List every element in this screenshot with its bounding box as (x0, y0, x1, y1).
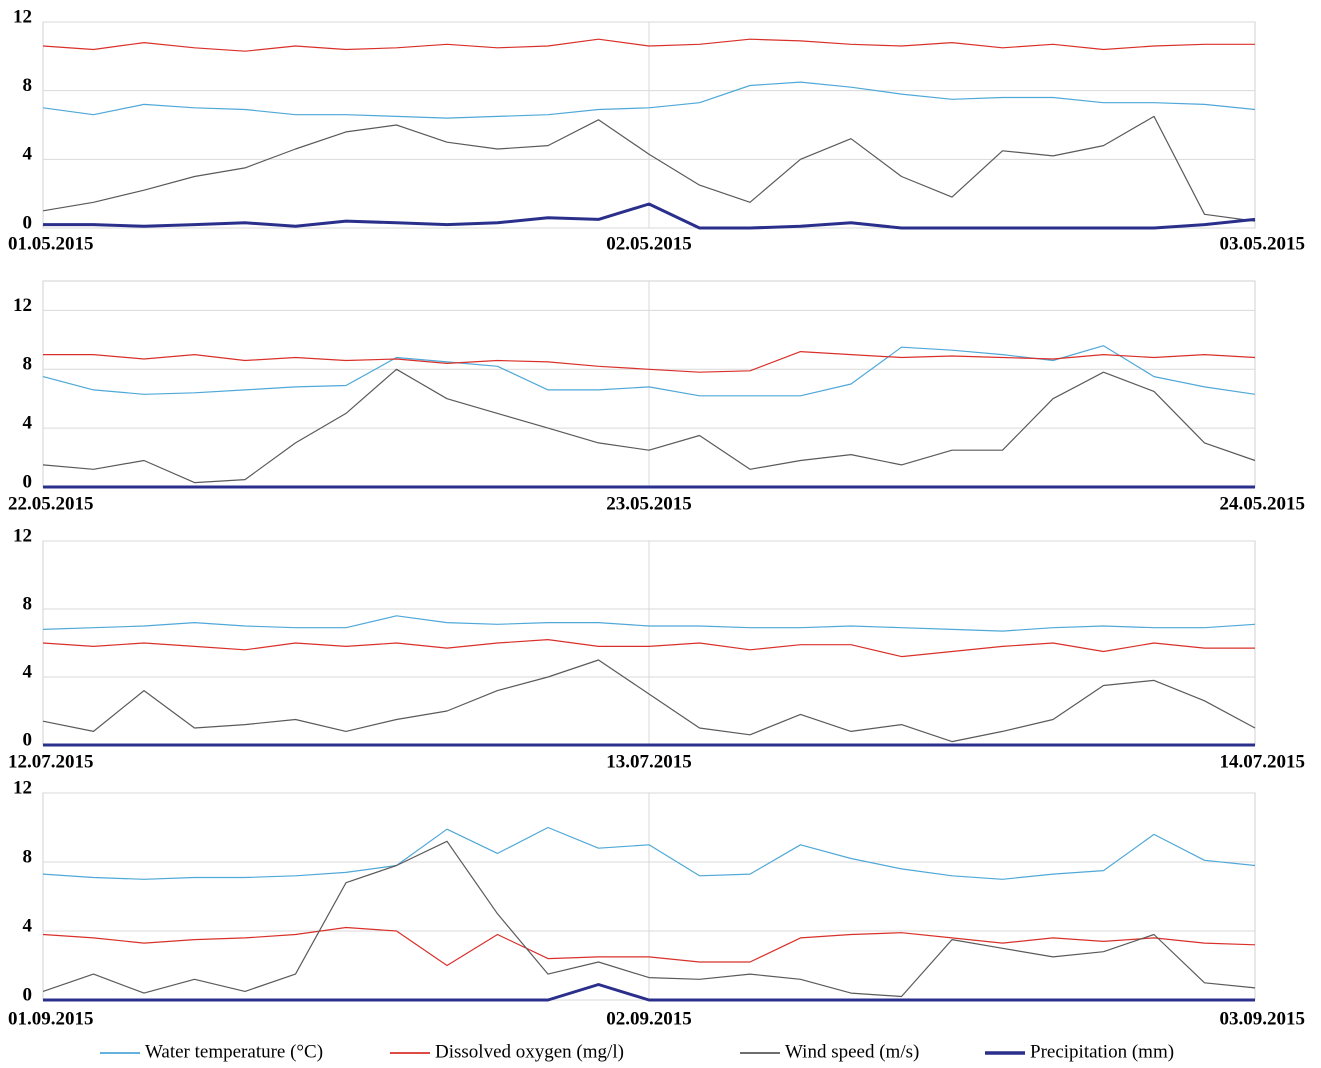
x-tick-label: 22.05.2015 (8, 493, 94, 514)
y-tick-label: 0 (23, 471, 33, 492)
x-tick-label: 23.05.2015 (606, 493, 692, 514)
series-line (42, 840, 1256, 998)
y-tick-label: 12 (13, 6, 32, 27)
series-line (43, 351, 1256, 373)
y-tick-label: 8 (23, 846, 33, 867)
series-line (42, 615, 1256, 632)
series-line (43, 983, 1255, 1002)
series-line (42, 368, 1256, 484)
y-tick-label: 4 (23, 413, 33, 434)
x-tick-label: 13.07.2015 (606, 751, 692, 772)
series-line (42, 639, 1255, 658)
y-tick-label: 8 (23, 354, 33, 375)
legend-label: Water temperature (°C) (145, 1041, 323, 1062)
x-tick-label: 12.07.2015 (8, 751, 94, 772)
y-tick-label: 4 (23, 915, 33, 936)
y-tick-label: 0 (23, 984, 33, 1005)
y-tick-label: 4 (23, 661, 33, 682)
x-tick-label: 02.05.2015 (606, 233, 692, 254)
y-tick-label: 4 (23, 144, 33, 165)
legend-label: Dissolved oxygen (mg/l) (435, 1041, 624, 1062)
x-tick-label: 01.05.2015 (8, 233, 94, 254)
x-tick-label: 03.09.2015 (1220, 1008, 1306, 1029)
y-tick-label: 8 (23, 75, 33, 96)
y-tick-label: 8 (23, 593, 33, 614)
series-line (42, 926, 1256, 967)
series-line (42, 115, 1256, 222)
series-line (42, 659, 1256, 743)
series-line (42, 81, 1256, 119)
x-tick-label: 24.05.2015 (1220, 493, 1306, 514)
legend-label: Wind speed (m/s) (785, 1041, 919, 1062)
x-tick-label: 14.07.2015 (1220, 751, 1306, 772)
series-line (42, 38, 1255, 52)
y-tick-label: 12 (13, 295, 32, 316)
y-tick-label: 0 (23, 729, 33, 750)
y-tick-label: 12 (13, 777, 32, 798)
y-tick-label: 0 (23, 212, 33, 233)
x-tick-label: 02.09.2015 (606, 1008, 692, 1029)
series-line (43, 202, 1256, 230)
series-line (42, 345, 1256, 397)
y-tick-label: 12 (13, 525, 32, 546)
legend-label: Precipitation (mm) (1030, 1041, 1174, 1062)
x-tick-label: 01.09.2015 (8, 1008, 94, 1029)
x-tick-label: 03.05.2015 (1220, 233, 1306, 254)
series-line (42, 826, 1256, 880)
